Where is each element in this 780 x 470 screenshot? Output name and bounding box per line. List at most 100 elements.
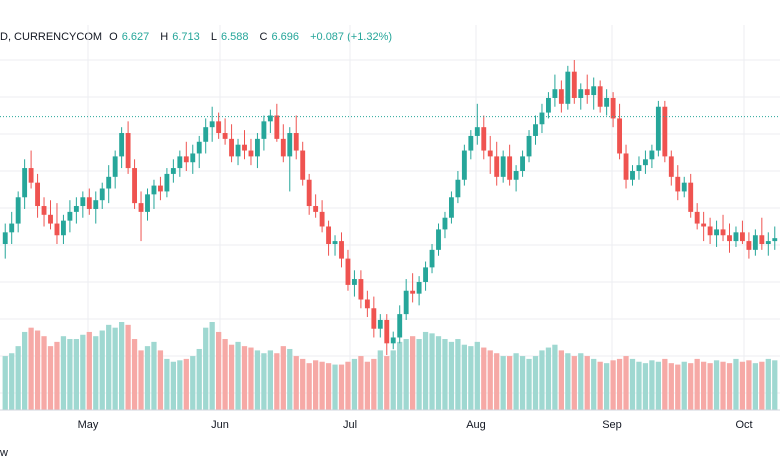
candle-body [694, 211, 700, 224]
high-value: 6.713 [172, 31, 200, 43]
candle [151, 179, 157, 209]
volume-bar [241, 346, 248, 410]
change-value: +0.087 (+1.32%) [310, 31, 393, 43]
volume-bar [170, 361, 176, 410]
candle [255, 133, 260, 169]
volume-bar [429, 333, 435, 410]
volume-bar [377, 350, 383, 410]
candle-body [151, 185, 157, 195]
candle [80, 191, 86, 218]
candle [636, 156, 642, 180]
candle [287, 127, 293, 192]
candle-body [701, 223, 707, 227]
volume-bar [131, 339, 138, 410]
volume-bar [300, 358, 306, 410]
candle-body [274, 115, 280, 139]
candle-body [546, 97, 551, 113]
volume-bar [642, 363, 649, 410]
candle-body [752, 235, 758, 250]
candle-body [597, 86, 603, 107]
candle-body [99, 188, 105, 201]
candle [183, 141, 189, 171]
candle-body [636, 165, 642, 171]
candle [384, 314, 390, 355]
high-label: H [160, 31, 169, 43]
candle [578, 83, 584, 110]
candle [584, 74, 590, 104]
candle-body [681, 182, 687, 192]
candle-body [261, 121, 267, 139]
volume-bar [144, 346, 151, 410]
candle [345, 249, 351, 291]
candle-body [15, 197, 21, 224]
candle-body [119, 133, 125, 157]
candle [701, 211, 707, 242]
volume-bar [675, 364, 681, 410]
candle-body [170, 168, 176, 174]
candle [481, 115, 487, 160]
candle [610, 92, 616, 128]
candle [487, 135, 493, 174]
open-value: 6.627 [121, 31, 150, 43]
volume-bar [228, 344, 235, 410]
volume-bar [519, 356, 526, 410]
volume-bar [325, 363, 332, 410]
volume-bar [720, 361, 726, 410]
x-tick-label: Oct [735, 419, 752, 431]
volume-bar [313, 360, 319, 410]
candle-body [384, 319, 390, 344]
volume-bar [481, 347, 487, 410]
candle [403, 279, 409, 320]
symbol-label[interactable]: D, CURRENCYCOM [0, 31, 103, 43]
candle [222, 118, 228, 145]
candle [733, 226, 739, 247]
volume-bar [73, 339, 79, 410]
footer-text: w [0, 447, 8, 459]
candle [358, 270, 364, 309]
volume-bar [604, 363, 610, 410]
candle [571, 60, 577, 104]
candle [655, 100, 661, 157]
volume-bar [358, 356, 364, 410]
volume-bar [345, 361, 351, 410]
candle [9, 211, 15, 245]
candle [371, 296, 377, 338]
candle [339, 232, 344, 268]
volume-bar [591, 358, 597, 410]
volume-bar [112, 327, 118, 410]
candle [604, 89, 610, 116]
candle-body [306, 179, 312, 207]
candle [513, 165, 519, 192]
volume-bar [759, 361, 765, 410]
candle-body [520, 156, 525, 171]
volume-bar [513, 353, 519, 410]
candle-body [222, 133, 228, 139]
candle-body [397, 314, 403, 338]
candle [125, 121, 131, 174]
volume-bar [125, 324, 131, 410]
candle-body [403, 290, 409, 315]
candle-body [442, 217, 448, 230]
candle-body [630, 170, 635, 180]
candle-body [125, 133, 131, 169]
volume-bar [60, 336, 67, 410]
volume-bar [416, 339, 422, 410]
volume-bar [532, 356, 539, 410]
volume-bar [629, 358, 636, 410]
candle-body [267, 115, 273, 122]
candle [727, 223, 732, 253]
candle [507, 144, 513, 186]
volume-bar [655, 361, 661, 410]
volume-bar [662, 358, 668, 410]
candle-body [41, 206, 47, 215]
volume-bar [216, 331, 222, 410]
candle [752, 229, 758, 256]
volume-bar [22, 331, 28, 410]
volume-bar [616, 358, 623, 410]
candle-body [714, 229, 719, 236]
candle-body [138, 203, 144, 212]
candle [442, 211, 448, 239]
candle-body [578, 89, 584, 98]
candle-body [35, 182, 40, 207]
